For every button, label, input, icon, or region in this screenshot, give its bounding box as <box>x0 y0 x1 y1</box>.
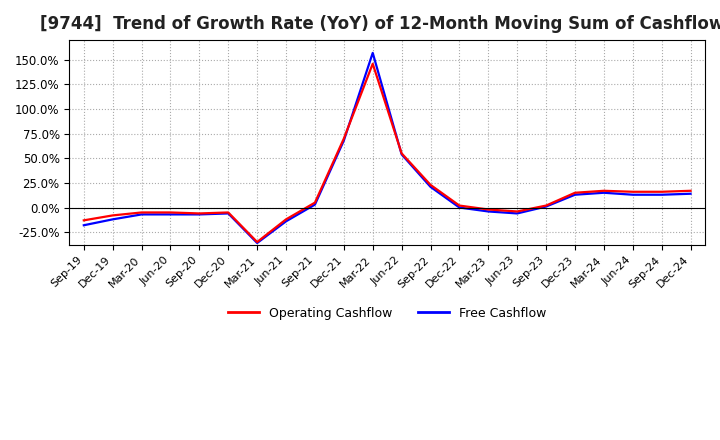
Free Cashflow <box>657 192 666 198</box>
Free Cashflow <box>629 192 637 198</box>
Operating Cashflow <box>138 210 146 215</box>
Free Cashflow <box>513 211 521 216</box>
Operating Cashflow <box>79 218 88 223</box>
Line: Free Cashflow: Free Cashflow <box>84 53 690 243</box>
Free Cashflow <box>455 205 464 210</box>
Free Cashflow <box>195 212 204 217</box>
Operating Cashflow <box>657 189 666 194</box>
Free Cashflow <box>224 211 233 216</box>
Free Cashflow <box>79 223 88 228</box>
Free Cashflow <box>571 192 580 198</box>
Free Cashflow <box>600 190 608 195</box>
Operating Cashflow <box>513 209 521 214</box>
Operating Cashflow <box>340 136 348 141</box>
Free Cashflow <box>397 152 406 157</box>
Operating Cashflow <box>484 207 492 212</box>
Free Cashflow <box>166 212 175 217</box>
Operating Cashflow <box>455 203 464 208</box>
Operating Cashflow <box>426 182 435 187</box>
Free Cashflow <box>253 240 261 246</box>
Free Cashflow <box>138 212 146 217</box>
Operating Cashflow <box>109 213 117 218</box>
Free Cashflow <box>426 184 435 190</box>
Free Cashflow <box>282 219 290 224</box>
Free Cashflow <box>340 138 348 143</box>
Free Cashflow <box>369 50 377 55</box>
Operating Cashflow <box>253 239 261 245</box>
Free Cashflow <box>484 209 492 214</box>
Operating Cashflow <box>369 61 377 66</box>
Legend: Operating Cashflow, Free Cashflow: Operating Cashflow, Free Cashflow <box>223 302 552 325</box>
Operating Cashflow <box>310 200 319 205</box>
Operating Cashflow <box>600 188 608 194</box>
Operating Cashflow <box>571 190 580 195</box>
Title: [9744]  Trend of Growth Rate (YoY) of 12-Month Moving Sum of Cashflows: [9744] Trend of Growth Rate (YoY) of 12-… <box>40 15 720 33</box>
Operating Cashflow <box>686 188 695 194</box>
Operating Cashflow <box>282 217 290 222</box>
Operating Cashflow <box>629 189 637 194</box>
Operating Cashflow <box>224 210 233 215</box>
Free Cashflow <box>310 202 319 207</box>
Operating Cashflow <box>166 210 175 215</box>
Free Cashflow <box>686 191 695 196</box>
Operating Cashflow <box>541 203 550 208</box>
Free Cashflow <box>109 217 117 222</box>
Free Cashflow <box>541 204 550 209</box>
Operating Cashflow <box>397 151 406 156</box>
Line: Operating Cashflow: Operating Cashflow <box>84 64 690 242</box>
Operating Cashflow <box>195 211 204 216</box>
